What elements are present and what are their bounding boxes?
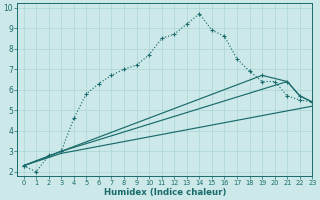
X-axis label: Humidex (Indice chaleur): Humidex (Indice chaleur)	[104, 188, 226, 197]
